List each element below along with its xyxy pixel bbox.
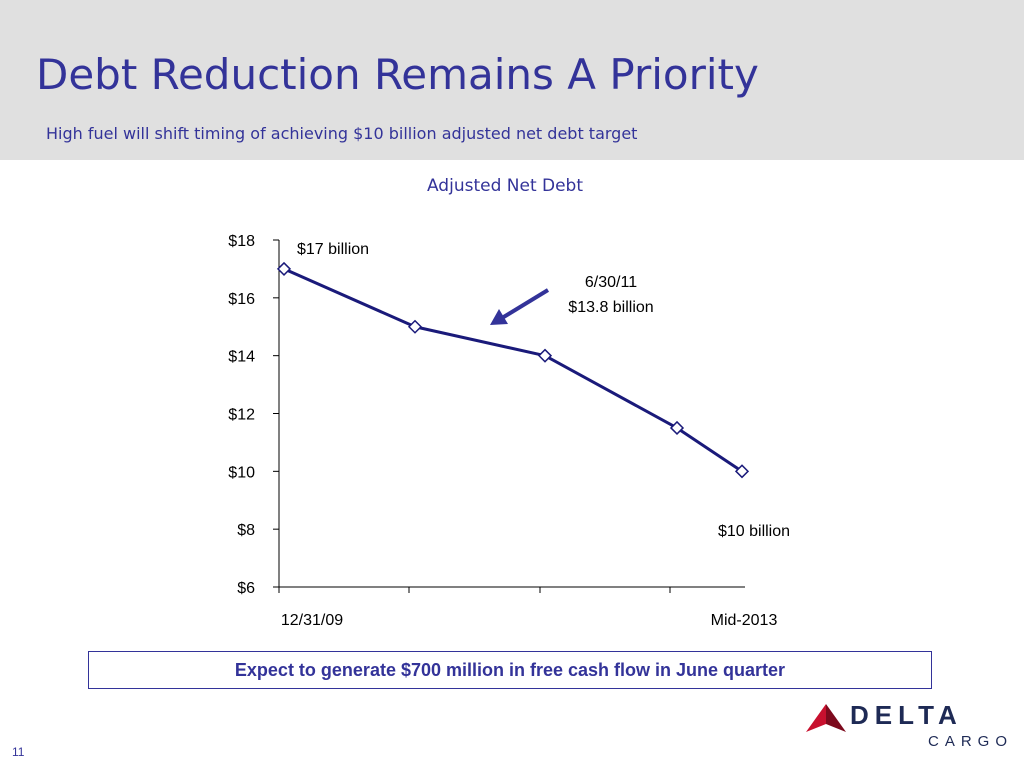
data-point-marker — [276, 261, 292, 276]
chart-ticks: $6 $8 $10 $12 $14 $16 $18 12/31/09 Mid-2013 — [228, 233, 777, 629]
callout-arrow-shaft — [500, 288, 550, 320]
annotation-start-value: $17 billion — [297, 241, 369, 258]
y-tick-label: $10 — [228, 464, 255, 481]
cash-flow-callout: Expect to generate $700 million in free … — [88, 651, 932, 689]
annotation-date: 6/30/11 — [585, 274, 637, 291]
chart-series — [276, 261, 750, 479]
y-tick-label: $18 — [228, 233, 255, 250]
data-point-marker — [407, 319, 423, 334]
x-tick-label: Mid-2013 — [711, 612, 778, 629]
y-tick-label: $8 — [237, 522, 255, 539]
header-band — [0, 0, 1024, 160]
delta-widget-icon — [806, 704, 846, 732]
chart-annotations: $17 billion 6/30/11 $13.8 billion $10 billi… — [297, 241, 790, 540]
page-number: 11 — [12, 745, 25, 759]
chart-title: Adjusted Net Debt — [426, 176, 584, 196]
data-point-marker — [734, 464, 750, 479]
callout-arrow-head — [490, 309, 508, 325]
x-tick-label: 12/31/09 — [281, 612, 343, 629]
chart-axes — [278, 240, 745, 588]
annotation-target-value: $10 billion — [718, 523, 790, 540]
y-tick-label: $6 — [237, 580, 255, 597]
series-line — [283, 267, 743, 473]
logo-wordmark: DELTA — [850, 700, 963, 730]
delta-cargo-logo: DELTA CARGO — [800, 696, 1007, 752]
y-tick-label: $16 — [228, 291, 255, 308]
y-tick-label: $12 — [228, 407, 255, 424]
page-subtitle: High fuel will shift timing of achieving… — [46, 124, 638, 143]
data-point-marker — [669, 420, 685, 436]
annotation-mid-value: $13.8 billion — [568, 299, 653, 316]
page-title: Debt Reduction Remains A Priority — [36, 50, 759, 99]
data-point-marker — [537, 348, 553, 363]
y-tick-label: $14 — [228, 349, 255, 366]
logo-subtitle: CARGO — [928, 733, 1014, 750]
